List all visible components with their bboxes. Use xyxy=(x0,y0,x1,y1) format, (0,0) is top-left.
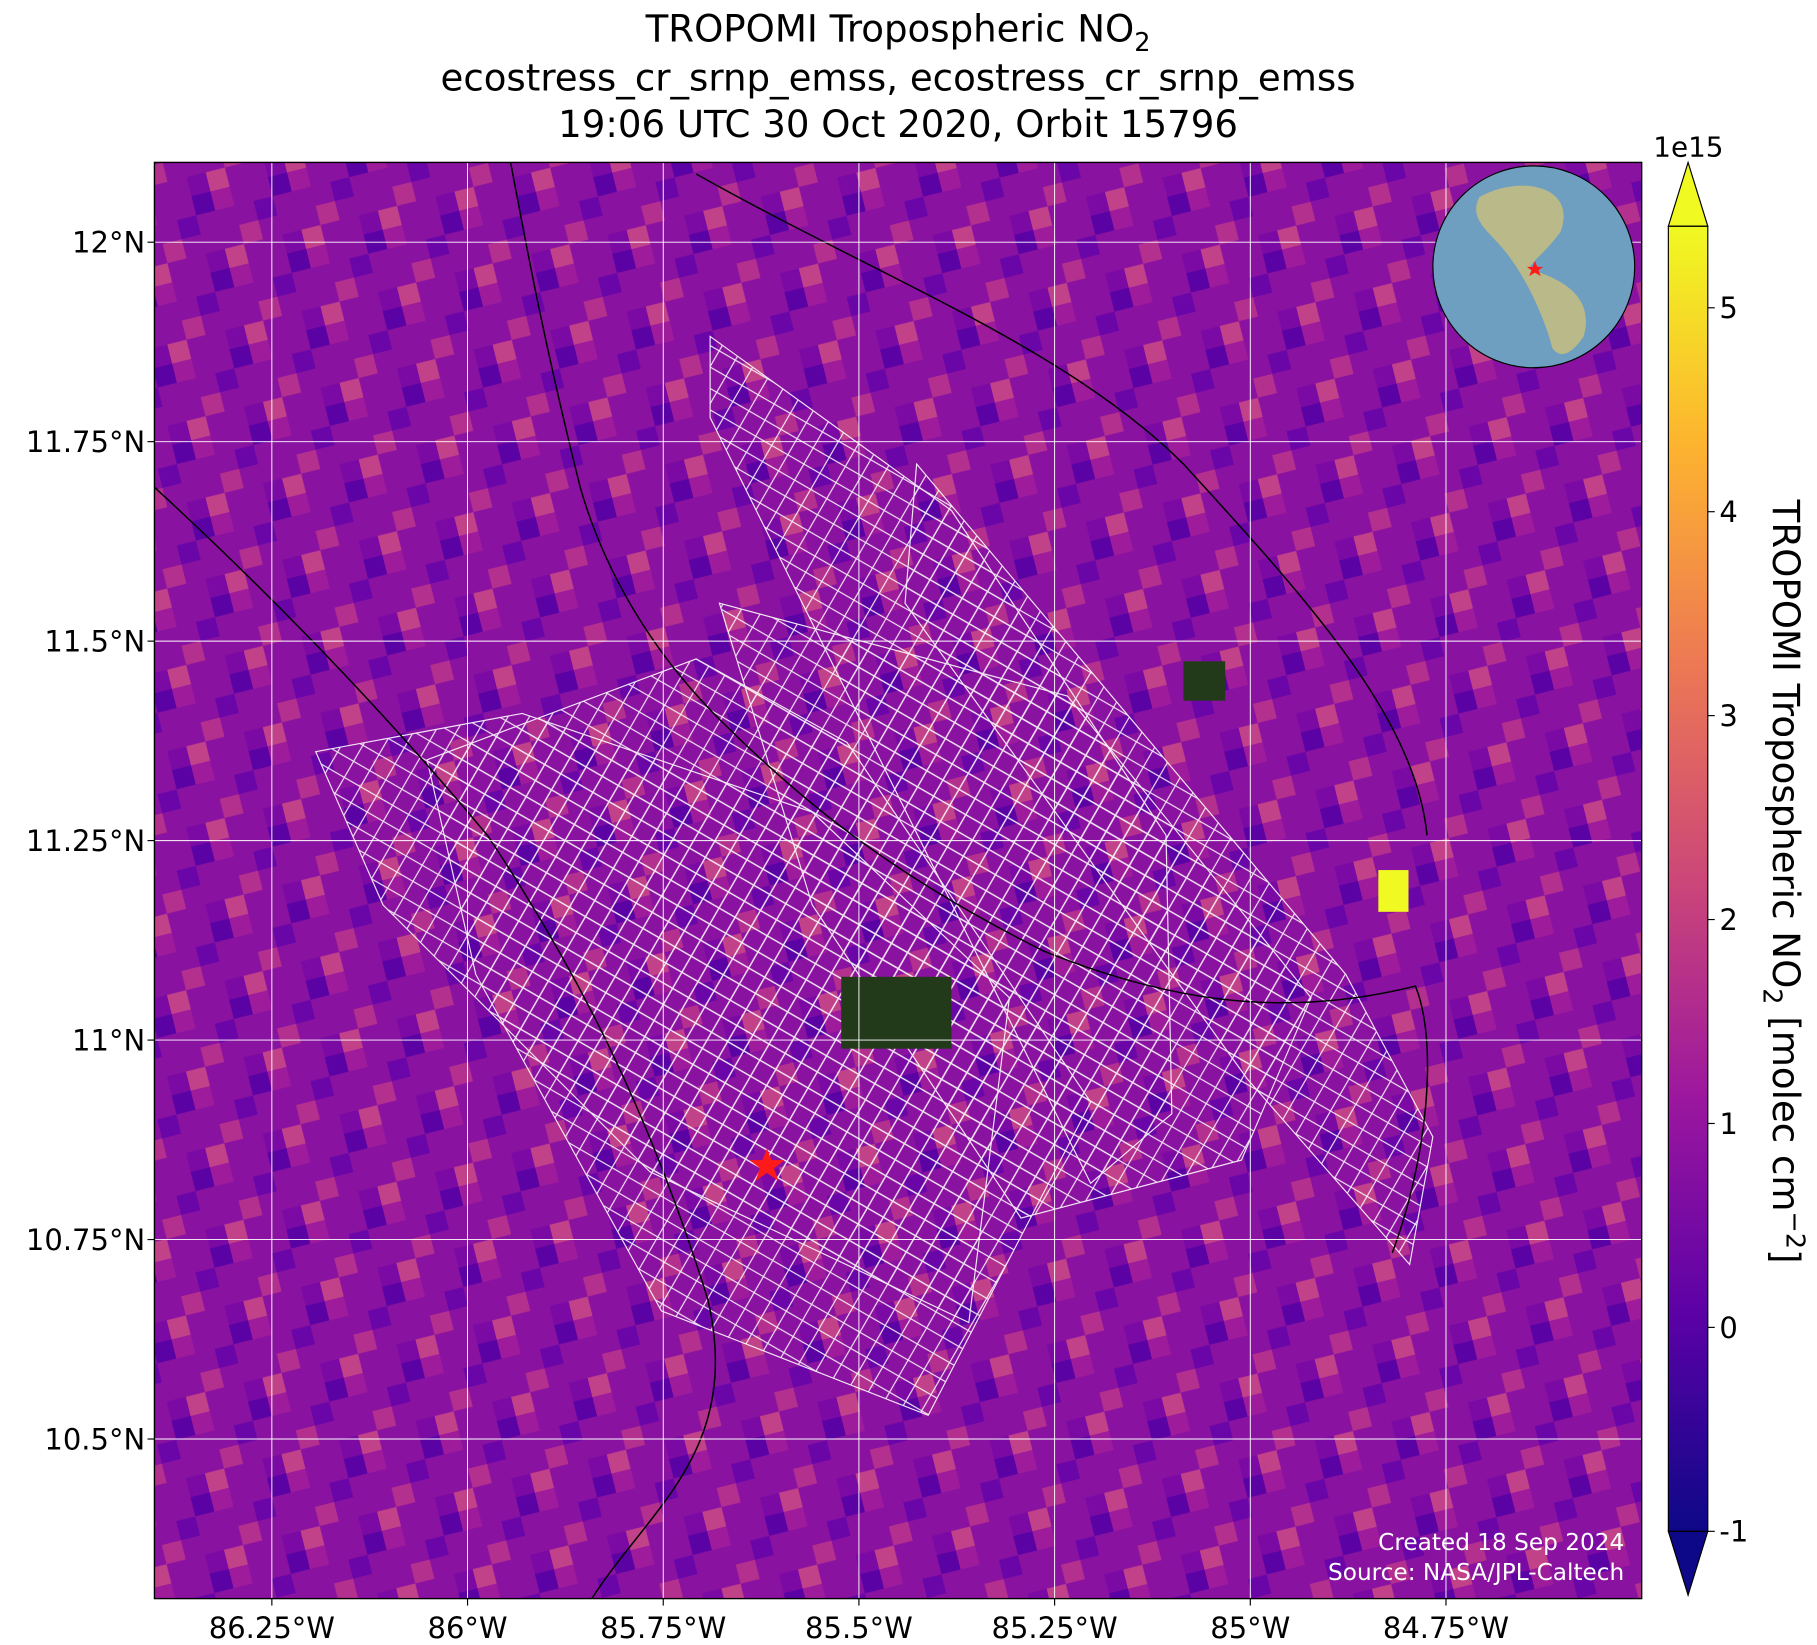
colorbar-tick-label: 1 xyxy=(1719,1107,1737,1141)
x-tick-label: 85.25°W xyxy=(992,1611,1118,1645)
colorbar-label-superscript: −2 xyxy=(1780,1212,1810,1250)
gridlines xyxy=(154,162,1642,1599)
map-frame xyxy=(153,161,1643,1600)
land-gap xyxy=(1183,661,1226,701)
subtitle: 19:06 UTC 30 Oct 2020, Orbit 15796 xyxy=(558,103,1238,146)
globe-inset xyxy=(1432,165,1636,369)
y-tick-label: 11.5°N xyxy=(44,625,145,659)
colorbar-extend-min xyxy=(1667,1530,1709,1598)
map: Created 18 Sep 2024 Source: NASA/JPL-Cal… xyxy=(154,162,1642,1599)
credit: Source: NASA/JPL-Caltech xyxy=(1328,1559,1624,1586)
colorbar-label: TROPOMI Tropospheric NO2 [molec cm−2] xyxy=(1756,499,1809,1264)
globe-marker xyxy=(1526,261,1544,277)
colorbar-gradient xyxy=(1668,226,1708,1532)
credit: Created 18 Sep 2024 xyxy=(1378,1529,1624,1556)
subtitle: ecostress_cr_srnp_emss, ecostress_cr_srn… xyxy=(441,56,1356,99)
colorbar-tick-label: 4 xyxy=(1719,495,1737,529)
y-tick-label: 10.75°N xyxy=(26,1223,145,1257)
y-tick-label: 11°N xyxy=(72,1024,145,1058)
colorbar-exponent: 1e15 xyxy=(1653,131,1723,164)
colorbar-extend-max xyxy=(1667,160,1709,227)
y-tick-label: 11.75°N xyxy=(26,425,145,459)
hot-pixel xyxy=(1378,870,1409,912)
colorbar: -1 0 1 2 3 4 5 xyxy=(1667,160,1748,1598)
colorbar-tick-label: -1 xyxy=(1719,1515,1748,1549)
x-tick-label: 85.5°W xyxy=(805,1611,913,1645)
title-text: TROPOMI Tropospheric NO xyxy=(645,8,1135,51)
x-tick-label: 85°W xyxy=(1210,1611,1290,1645)
swaths xyxy=(314,335,1434,1417)
x-tick-label: 86.25°W xyxy=(209,1611,335,1645)
y-tick-label: 11.25°N xyxy=(26,824,145,858)
colorbar-label-end: ] xyxy=(1764,1249,1807,1263)
title-subscript: 2 xyxy=(1134,28,1150,58)
colorbar-tick-label: 5 xyxy=(1719,291,1737,325)
colorbar-frame xyxy=(1667,225,1709,1532)
colorbar-label-text: TROPOMI Tropospheric NO xyxy=(1764,499,1807,989)
x-tick-label: 85.75°W xyxy=(600,1611,726,1645)
y-tick-label: 12°N xyxy=(72,226,145,260)
y-tick-label: 10.5°N xyxy=(44,1422,145,1456)
colorbar-label-subscript: 2 xyxy=(1756,988,1786,1004)
colorbar-tick-label: 0 xyxy=(1719,1311,1737,1345)
title: TROPOMI Tropospheric NO2 xyxy=(645,8,1151,58)
swath xyxy=(426,658,1092,1417)
land-gap xyxy=(841,976,952,1049)
colorbar-tick-label: 3 xyxy=(1719,699,1737,733)
swath xyxy=(718,602,1312,1219)
colorbar-label-units: [molec cm xyxy=(1764,1005,1807,1212)
colorbar-tick-label: 2 xyxy=(1719,903,1737,937)
site-marker xyxy=(749,1148,785,1181)
x-tick-label: 84.75°W xyxy=(1383,1611,1509,1645)
x-tick-label: 86°W xyxy=(428,1611,508,1645)
